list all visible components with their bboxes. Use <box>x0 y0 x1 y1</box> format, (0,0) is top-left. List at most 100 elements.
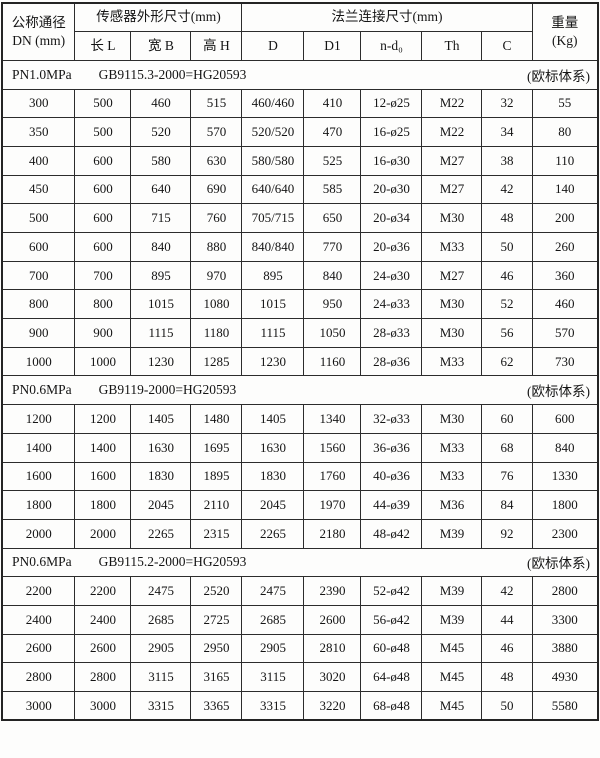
cell: 730 <box>531 346 599 377</box>
cell: 64-ø48 <box>360 662 423 692</box>
cell: 2315 <box>190 518 243 549</box>
col-header-c: C <box>481 31 533 61</box>
cell: 895 <box>130 260 192 291</box>
cell: 600 <box>531 404 599 434</box>
cell: 76 <box>481 461 533 492</box>
cell: 3880 <box>531 633 599 664</box>
cell: 2000 <box>74 518 132 549</box>
table-row: 900 900 1115 1180 1115 1050 28-ø33 M30 56 570 <box>1 318 599 348</box>
cell: 48-ø42 <box>360 518 423 549</box>
cell: M22 <box>421 88 483 119</box>
col-header-dn-line2: DN (mm) <box>12 32 66 48</box>
cell: 2905 <box>241 633 305 664</box>
cell: M36 <box>421 490 483 520</box>
cell: 2725 <box>190 604 243 635</box>
table-row: 800 800 1015 1080 1015 950 24-ø33 M30 52 460 <box>1 289 599 320</box>
section-header-row: PN0.6MPa GB9115.2-2000=HG20593 (欧标体系) <box>1 547 599 578</box>
cell: 1400 <box>74 432 132 463</box>
cell: 1340 <box>303 404 362 434</box>
cell: 1800 <box>531 490 599 520</box>
cell: 520/520 <box>241 117 305 147</box>
cell: 1180 <box>190 318 243 348</box>
cell: 32 <box>481 88 533 119</box>
cell: 3020 <box>303 662 362 692</box>
section-note-label: (欧标体系) <box>527 68 591 84</box>
cell: 970 <box>190 260 243 291</box>
cell: 1230 <box>241 346 305 377</box>
cell: 700 <box>1 260 76 291</box>
col-header-dn-line1: 公称通径 <box>11 15 66 31</box>
cell: 470 <box>303 117 362 147</box>
cell: 36-ø36 <box>360 432 423 463</box>
table-row: 2800 2800 3115 3165 3115 3020 64-ø48 M45 48 4930 <box>1 662 599 692</box>
table-row: 1400 1400 1630 1695 1630 1560 36-ø36 M33 68 840 <box>1 432 599 463</box>
cell: M30 <box>421 318 483 348</box>
col-header-length-l: 长 L <box>74 31 132 61</box>
cell: 46 <box>481 633 533 664</box>
cell: 1600 <box>1 461 76 492</box>
cell: 1080 <box>190 289 243 320</box>
cell: 500 <box>74 117 132 147</box>
cell: 2810 <box>303 633 362 664</box>
cell: 1200 <box>1 404 76 434</box>
cell: 3115 <box>241 662 305 692</box>
cell: 80 <box>531 117 599 147</box>
cell: 800 <box>1 289 76 320</box>
cell: 840 <box>303 260 362 291</box>
cell: 500 <box>74 88 132 119</box>
cell: 52-ø42 <box>360 576 423 606</box>
header-row-groups: 公称通径 DN (mm) 传感器外形尺寸(mm) 法兰连接尺寸(mm) 重量 (… <box>1 2 599 61</box>
cell: 520 <box>130 117 192 147</box>
cell: 600 <box>74 232 132 262</box>
cell: 2950 <box>190 633 243 664</box>
cell: 640 <box>130 174 192 205</box>
cell: 2905 <box>130 633 192 664</box>
cell: 4930 <box>531 662 599 692</box>
cell: 20-ø36 <box>360 232 423 262</box>
cell: 460 <box>531 289 599 320</box>
cell: M30 <box>421 404 483 434</box>
cell: 1405 <box>130 404 192 434</box>
table-row: 3000 3000 3315 3365 3315 3220 68-ø48 M45 50 5580 <box>1 691 599 721</box>
cell: 60-ø48 <box>360 633 423 664</box>
cell: 140 <box>531 174 599 205</box>
cell: M22 <box>421 117 483 147</box>
cell: 1160 <box>303 346 362 377</box>
table-row: 500 600 715 760 705/715 650 20-ø34 M30 48 200 <box>1 203 599 233</box>
table-row: 350 500 520 570 520/520 470 16-ø25 M22 34 80 <box>1 117 599 147</box>
cell: 705/715 <box>241 203 305 233</box>
cell: 450 <box>1 174 76 205</box>
cell: 525 <box>303 145 362 176</box>
cell: 1015 <box>130 289 192 320</box>
cell: 1200 <box>74 404 132 434</box>
cell: 1230 <box>130 346 192 377</box>
cell: 24-ø33 <box>360 289 423 320</box>
cell: M33 <box>421 432 483 463</box>
cell: 16-ø25 <box>360 117 423 147</box>
cell: 44-ø39 <box>360 490 423 520</box>
cell: 2200 <box>74 576 132 606</box>
cell: 20-ø34 <box>360 203 423 233</box>
cell: M45 <box>421 662 483 692</box>
cell: 3300 <box>531 604 599 635</box>
section-note-label: (欧标体系) <box>527 556 591 572</box>
cell: 52 <box>481 289 533 320</box>
cell: 1050 <box>303 318 362 348</box>
cell: 55 <box>531 88 599 119</box>
cell: 1000 <box>74 346 132 377</box>
cell: 3365 <box>190 691 243 721</box>
cell: 1405 <box>241 404 305 434</box>
col-header-weight: 重量 (Kg) <box>531 2 599 61</box>
cell: 1895 <box>190 461 243 492</box>
cell: 60 <box>481 404 533 434</box>
cell: 700 <box>74 260 132 291</box>
table-row: 400 600 580 630 580/580 525 16-ø30 M27 38 110 <box>1 145 599 176</box>
cell: 32-ø33 <box>360 404 423 434</box>
cell: 400 <box>1 145 76 176</box>
cell: M39 <box>421 576 483 606</box>
cell: 50 <box>481 232 533 262</box>
cell: 24-ø30 <box>360 260 423 291</box>
section-note-label: (欧标体系) <box>527 384 591 400</box>
cell: 2685 <box>130 604 192 635</box>
cell: 650 <box>303 203 362 233</box>
